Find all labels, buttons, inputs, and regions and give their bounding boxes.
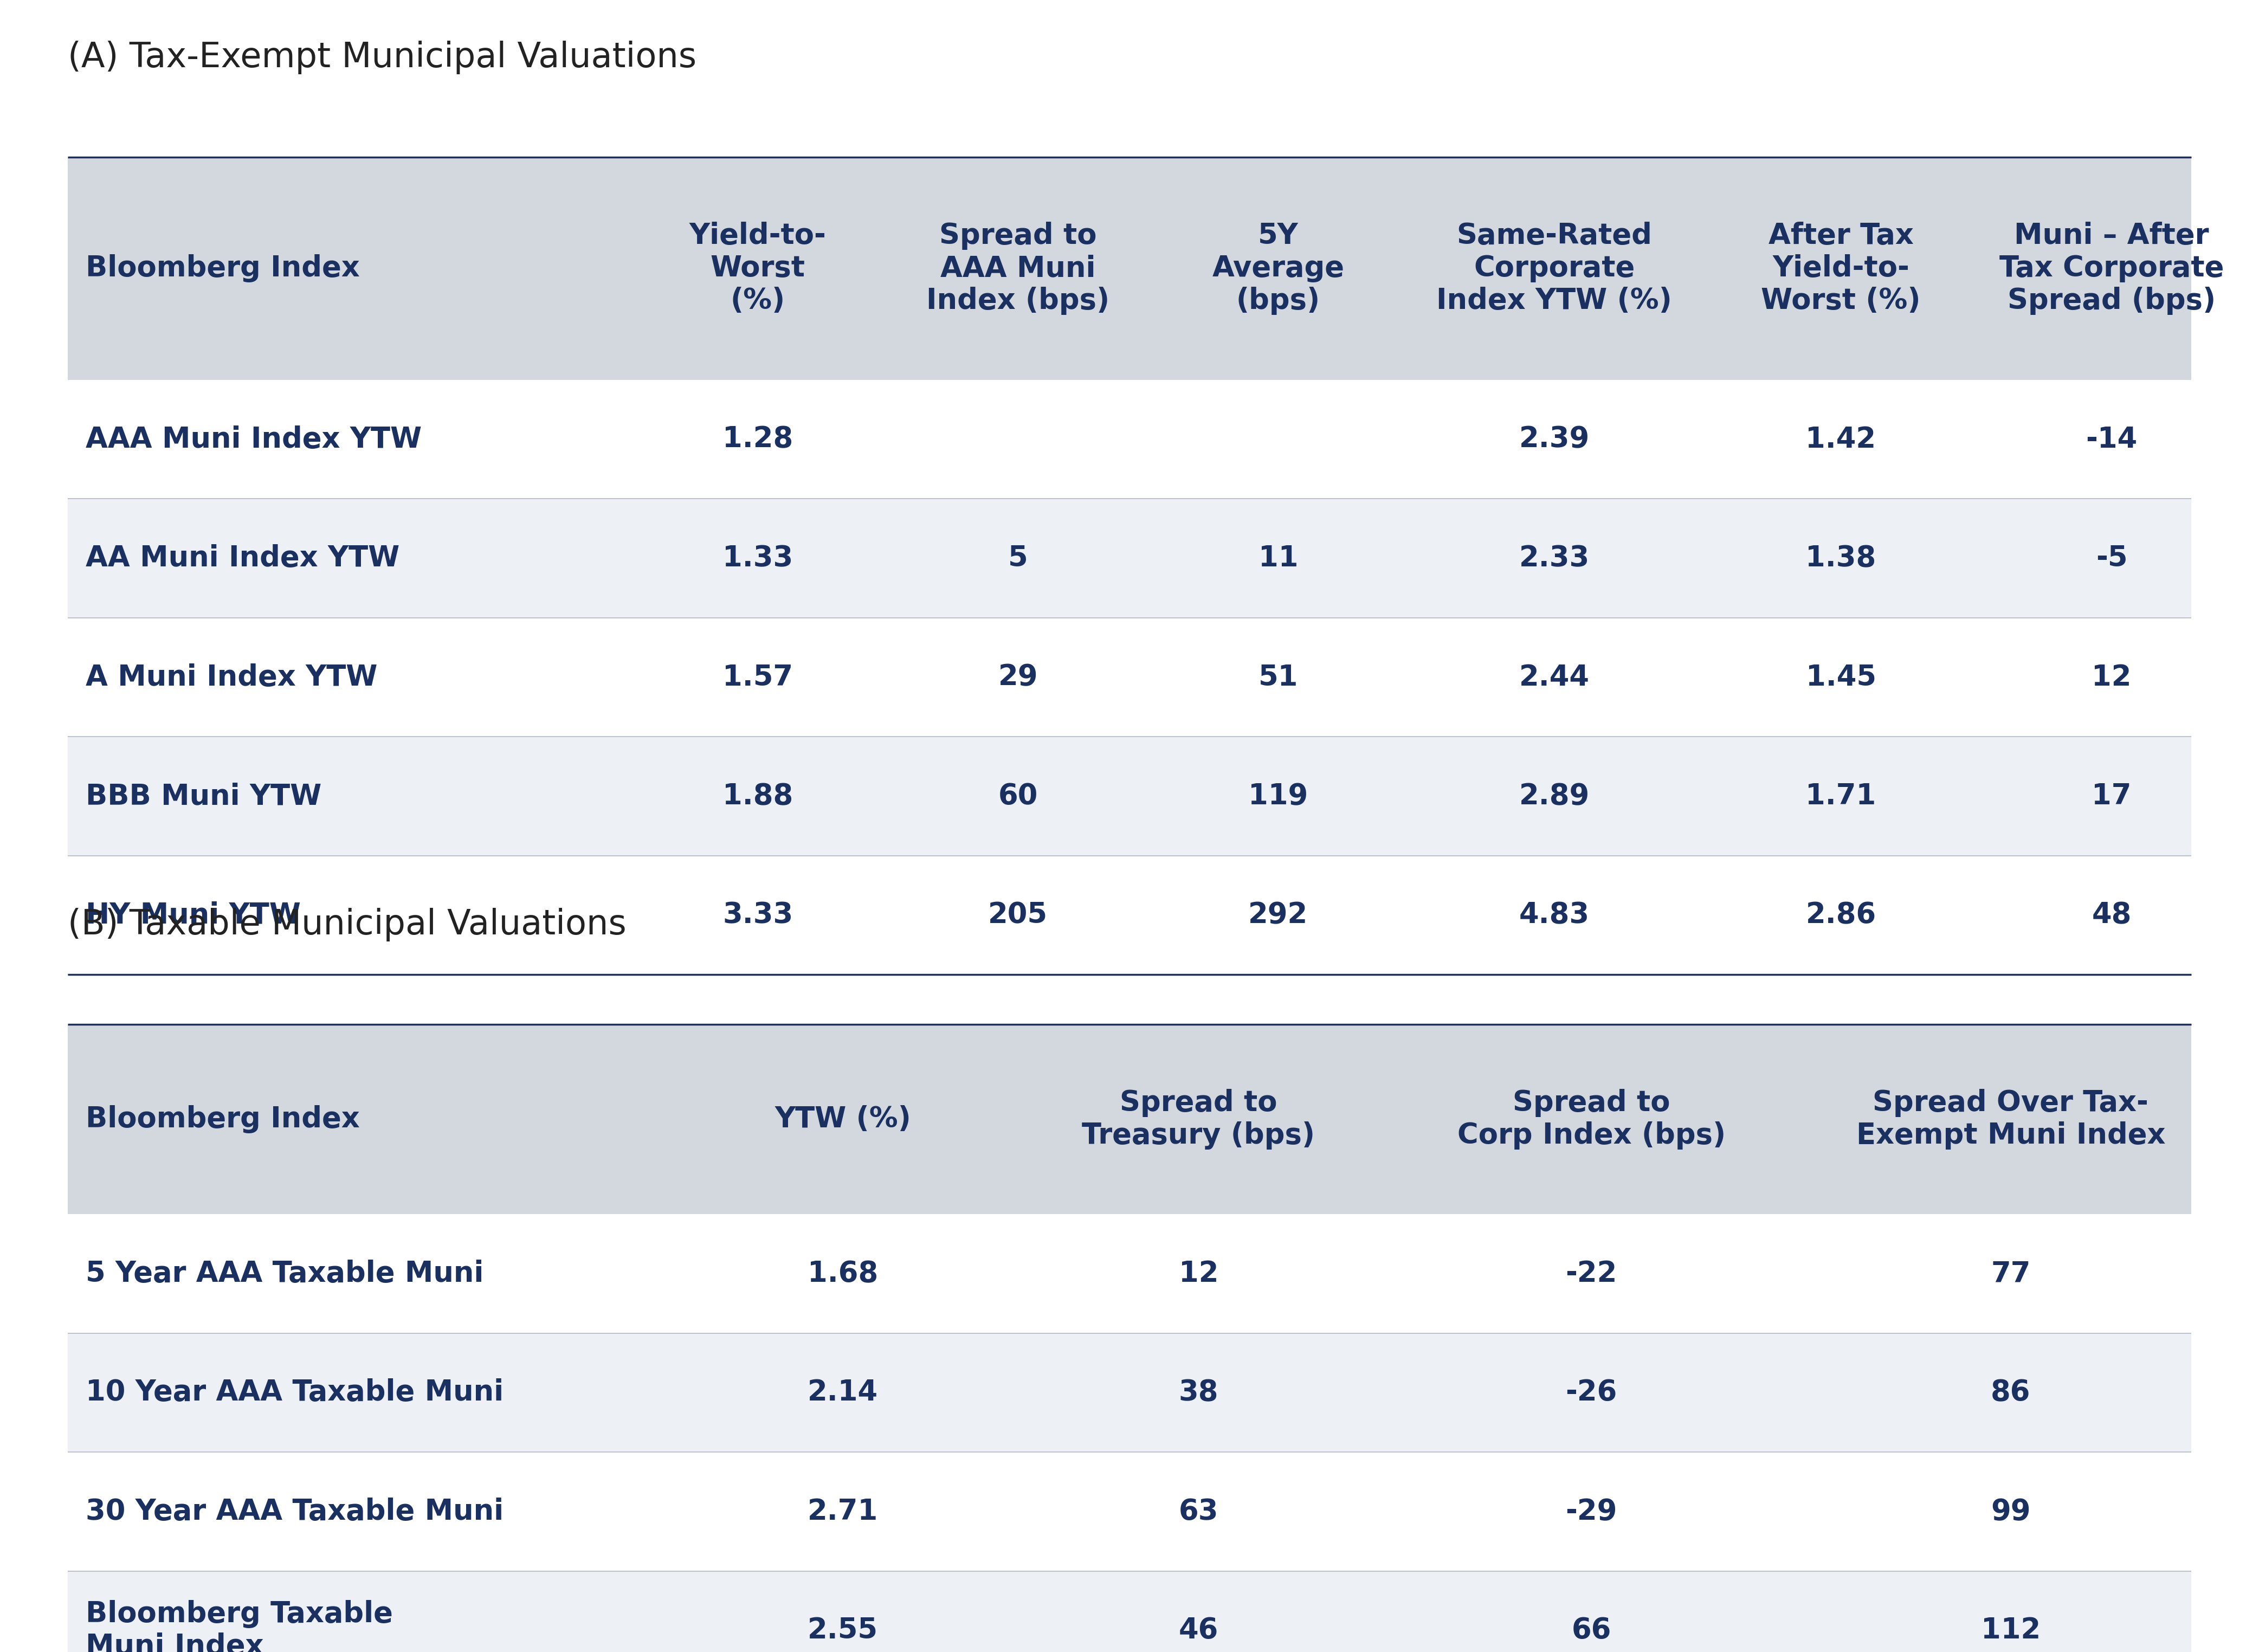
- Text: 112: 112: [1981, 1616, 2040, 1645]
- Text: (A) Tax-Exempt Municipal Valuations: (A) Tax-Exempt Municipal Valuations: [68, 41, 696, 74]
- Text: 292: 292: [1249, 900, 1308, 930]
- Bar: [68, 737, 2191, 856]
- Bar: [68, 618, 2191, 737]
- Bar: [68, 1214, 2191, 1333]
- Bar: [68, 1333, 2191, 1452]
- Text: Bloomberg Index: Bloomberg Index: [86, 1105, 359, 1133]
- Text: Muni – After
Tax Corporate
Spread (bps): Muni – After Tax Corporate Spread (bps): [1999, 221, 2223, 316]
- Text: A Muni Index YTW: A Muni Index YTW: [86, 662, 377, 692]
- Text: 1.57: 1.57: [723, 662, 793, 692]
- Text: 66: 66: [1572, 1616, 1611, 1645]
- Text: 2.44: 2.44: [1518, 662, 1590, 692]
- Text: 30 Year AAA Taxable Muni: 30 Year AAA Taxable Muni: [86, 1497, 504, 1526]
- Text: 5Y
Average
(bps): 5Y Average (bps): [1213, 221, 1344, 316]
- Text: Yield-to-
Worst
(%): Yield-to- Worst (%): [689, 221, 827, 316]
- Text: AAA Muni Index YTW: AAA Muni Index YTW: [86, 425, 422, 454]
- Bar: [68, 856, 2191, 975]
- Text: -5: -5: [2096, 544, 2128, 573]
- Text: 119: 119: [1249, 781, 1308, 811]
- Text: BBB Muni YTW: BBB Muni YTW: [86, 781, 321, 811]
- Text: 3.33: 3.33: [723, 900, 793, 930]
- Text: 1.38: 1.38: [1805, 544, 1877, 573]
- Text: 29: 29: [998, 662, 1037, 692]
- Text: Bloomberg Index: Bloomberg Index: [86, 254, 359, 282]
- Text: 5: 5: [1008, 544, 1028, 573]
- Text: 2.71: 2.71: [806, 1497, 879, 1526]
- Text: 2.14: 2.14: [806, 1378, 879, 1408]
- Text: 205: 205: [987, 900, 1048, 930]
- Text: -29: -29: [1565, 1497, 1617, 1526]
- Bar: [68, 1452, 2191, 1571]
- Text: 99: 99: [1990, 1497, 2031, 1526]
- Text: 1.45: 1.45: [1805, 662, 1875, 692]
- Bar: [68, 1571, 2191, 1652]
- Text: 46: 46: [1179, 1616, 1218, 1645]
- Text: 1.71: 1.71: [1805, 781, 1877, 811]
- Text: 4.83: 4.83: [1518, 900, 1590, 930]
- Text: 63: 63: [1179, 1497, 1218, 1526]
- Bar: [68, 1024, 2191, 1214]
- Bar: [68, 157, 2191, 380]
- Text: 11: 11: [1258, 544, 1299, 573]
- Text: 17: 17: [2092, 781, 2132, 811]
- Text: 1.28: 1.28: [723, 425, 793, 454]
- Text: (B) Taxable Municipal Valuations: (B) Taxable Municipal Valuations: [68, 909, 626, 942]
- Text: 2.33: 2.33: [1518, 544, 1590, 573]
- Text: 2.86: 2.86: [1805, 900, 1877, 930]
- Text: 2.89: 2.89: [1518, 781, 1590, 811]
- Text: 2.55: 2.55: [809, 1616, 879, 1645]
- Text: 10 Year AAA Taxable Muni: 10 Year AAA Taxable Muni: [86, 1378, 504, 1408]
- Text: Spread to
Treasury (bps): Spread to Treasury (bps): [1082, 1089, 1315, 1150]
- Text: 48: 48: [2092, 900, 2132, 930]
- Text: 60: 60: [998, 781, 1037, 811]
- Text: 1.33: 1.33: [723, 544, 793, 573]
- Text: 38: 38: [1179, 1378, 1218, 1408]
- Text: After Tax
Yield-to-
Worst (%): After Tax Yield-to- Worst (%): [1762, 221, 1920, 316]
- Text: 1.88: 1.88: [723, 781, 793, 811]
- Text: 2.39: 2.39: [1518, 425, 1590, 454]
- Text: Same-Rated
Corporate
Index YTW (%): Same-Rated Corporate Index YTW (%): [1437, 221, 1672, 316]
- Text: 12: 12: [1179, 1259, 1218, 1289]
- Text: 12: 12: [2092, 662, 2132, 692]
- Text: 51: 51: [1258, 662, 1299, 692]
- Text: -22: -22: [1565, 1259, 1617, 1289]
- Text: 1.42: 1.42: [1805, 425, 1877, 454]
- Text: -26: -26: [1565, 1378, 1617, 1408]
- Text: Spread to
AAA Muni
Index (bps): Spread to AAA Muni Index (bps): [926, 221, 1109, 316]
- Text: YTW (%): YTW (%): [775, 1105, 910, 1133]
- Text: Bloomberg Taxable
Muni Index: Bloomberg Taxable Muni Index: [86, 1601, 393, 1652]
- Text: 86: 86: [1990, 1378, 2031, 1408]
- Bar: [68, 499, 2191, 618]
- Text: 77: 77: [1990, 1259, 2031, 1289]
- Text: Spread to
Corp Index (bps): Spread to Corp Index (bps): [1457, 1089, 1726, 1150]
- Text: 1.68: 1.68: [806, 1259, 879, 1289]
- Text: HY Muni YTW: HY Muni YTW: [86, 900, 300, 930]
- Text: AA Muni Index YTW: AA Muni Index YTW: [86, 544, 400, 573]
- Bar: [68, 380, 2191, 499]
- Text: 5 Year AAA Taxable Muni: 5 Year AAA Taxable Muni: [86, 1259, 483, 1289]
- Text: -14: -14: [2085, 425, 2137, 454]
- Text: Spread Over Tax-
Exempt Muni Index: Spread Over Tax- Exempt Muni Index: [1857, 1089, 2166, 1150]
